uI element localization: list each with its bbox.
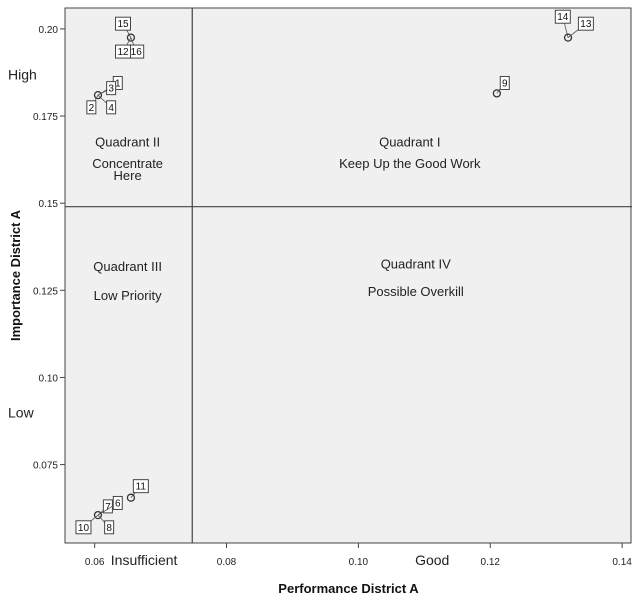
y-axis-title: Importance District A [8, 209, 23, 341]
y-tick-label: 0.10 [39, 373, 59, 384]
point-label: 8 [106, 523, 112, 534]
quadrant-label: Possible Overkill [368, 284, 464, 299]
point-label: 7 [105, 502, 111, 513]
point-label-box [86, 100, 97, 115]
point-label-box [75, 520, 92, 535]
point-label: 12 [117, 47, 129, 58]
point-label-box [554, 9, 571, 24]
y-tick-label: 0.125 [33, 286, 58, 297]
y-tick-label: 0.15 [39, 199, 59, 210]
point-label-box [499, 75, 510, 90]
y-tick-label: 0.175 [33, 112, 58, 123]
y-high-label: High [8, 66, 37, 82]
point-label: 6 [115, 498, 121, 509]
point-label: 1 [115, 78, 121, 89]
quadrant-label: Here [114, 168, 142, 183]
point-label-box [104, 520, 115, 535]
point-label: 11 [136, 482, 147, 493]
quadrant-label: Low Priority [94, 288, 162, 303]
y-tick-label: 0.075 [33, 461, 58, 472]
data-point [126, 33, 136, 42]
x-axis-title: Performance District A [278, 581, 419, 596]
y-axis: 0.075 0.10 0.125 0.15 0.175 0.20 [33, 25, 65, 472]
quadrant-reference-lines [65, 8, 632, 543]
x-tick-label: 0.12 [481, 557, 501, 568]
data-point [93, 90, 103, 100]
quadrant-label: Keep Up the Good Work [339, 156, 481, 171]
point-label: 2 [89, 103, 95, 114]
point-label-box [577, 16, 594, 31]
data-point [492, 89, 501, 98]
point-label-box [106, 81, 117, 96]
x-low-label: Insufficient [111, 552, 178, 568]
point-label-box [132, 479, 149, 494]
plot-area [64, 7, 632, 544]
x-axis: 0.06 0.08 0.10 0.12 0.14 [85, 543, 632, 568]
quadrant-label: Quadrant III [93, 259, 162, 274]
point-label: 13 [580, 19, 592, 30]
point-label: 14 [557, 12, 569, 23]
y-tick-label: 0.20 [39, 25, 59, 36]
point-label-box [115, 16, 131, 31]
quadrant-label: Concentrate [92, 156, 163, 171]
data-point [93, 510, 103, 520]
quadrant-label: Quadrant II [95, 135, 160, 150]
quadrant-label: Quadrant IV [381, 256, 451, 271]
point-label: 3 [108, 84, 114, 95]
side-labels: Insufficient Good High Low [8, 66, 449, 568]
point-label: 9 [502, 78, 508, 89]
point-label-box [112, 495, 123, 510]
point-label: 4 [108, 103, 114, 114]
quadrant-label: Quadrant I [379, 135, 440, 150]
point-label-box [106, 100, 117, 115]
point-label: 16 [131, 47, 143, 58]
data-point [563, 33, 573, 42]
point-label: 15 [117, 19, 129, 30]
x-tick-label: 0.10 [349, 557, 369, 568]
x-tick-label: 0.14 [612, 557, 632, 568]
x-high-label: Good [415, 552, 449, 568]
point-label-box [115, 44, 131, 59]
x-tick-label: 0.06 [85, 557, 105, 568]
y-low-label: Low [8, 405, 35, 421]
point-label: 10 [78, 523, 90, 534]
data-point [126, 493, 136, 502]
x-tick-label: 0.08 [217, 557, 237, 568]
